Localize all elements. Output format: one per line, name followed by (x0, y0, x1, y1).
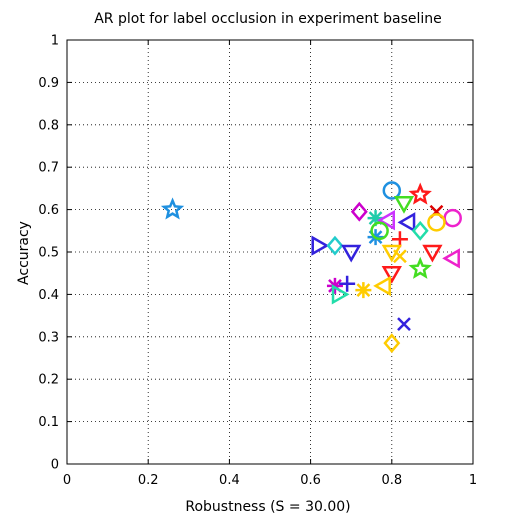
data-point-circle (427, 213, 446, 232)
data-point-triangle-left (397, 212, 416, 233)
data-point-x (393, 249, 407, 264)
data-point-triangle-left (373, 275, 391, 297)
y-axis-label: Accuracy (16, 221, 32, 285)
y-tick-label: 0.5 (38, 246, 59, 261)
y-tick-label: 1 (51, 34, 59, 49)
y-tick-label: 0.6 (38, 203, 59, 218)
y-tick-label: 0.4 (38, 288, 59, 303)
x-tick-label: 0.6 (300, 473, 321, 488)
data-point-triangle-left (377, 210, 395, 231)
y-tick-label: 0 (51, 458, 59, 473)
data-point-asterisk (326, 277, 343, 294)
axes (66, 39, 474, 465)
data-point-star (408, 182, 432, 205)
data-point-star (160, 197, 185, 220)
data-point-plus (339, 275, 356, 292)
x-tick-label: 0.8 (381, 473, 402, 488)
x-tick-label: 1 (469, 473, 477, 488)
data-point-asterisk (355, 282, 372, 299)
data-point-triangle-down (422, 244, 443, 263)
y-tick-label: 0.7 (38, 161, 59, 176)
data-point-diamond (350, 201, 368, 222)
data-point-diamond (411, 220, 429, 241)
tick-labels: 0 0.2 0.4 0.6 0.8 1 0 0.1 0.2 0.3 0.4 0.5 0.6 0.7 0.8 0… (38, 34, 477, 489)
chart-title: AR plot for label occlusion in experimen… (94, 11, 442, 27)
y-tick-label: 0.1 (38, 415, 59, 430)
data-point-triangle-right (331, 284, 350, 305)
data-point-triangle-left (442, 248, 460, 269)
x-tick-label: 0.2 (138, 473, 159, 488)
data-point-triangle-down (341, 244, 362, 263)
data-point-x (397, 317, 411, 331)
y-tick-label: 0.9 (38, 76, 59, 91)
grid-lines (67, 40, 473, 464)
data-point-triangle-right (311, 235, 330, 256)
data-point-triangle-down (381, 265, 402, 284)
data-point-circle (443, 208, 462, 228)
data-point-circle (382, 181, 402, 200)
y-tick-label: 0.2 (38, 373, 59, 388)
data-point-diamond (326, 235, 344, 256)
y-tick-label: 0.8 (38, 118, 59, 133)
x-tick-label: 0 (63, 473, 71, 488)
data-point-triangle-down (393, 195, 415, 214)
x-axis-label: Robustness (S = 30.00) (185, 499, 350, 515)
data-point-star (408, 256, 432, 279)
data-point-asterisk (367, 210, 384, 227)
data-point-circle (370, 221, 389, 241)
data-point-plus (391, 231, 408, 248)
data-points (160, 181, 462, 354)
data-point-diamond (383, 333, 401, 354)
y-tick-label: 0.3 (38, 330, 59, 345)
x-tick-label: 0.4 (219, 473, 240, 488)
